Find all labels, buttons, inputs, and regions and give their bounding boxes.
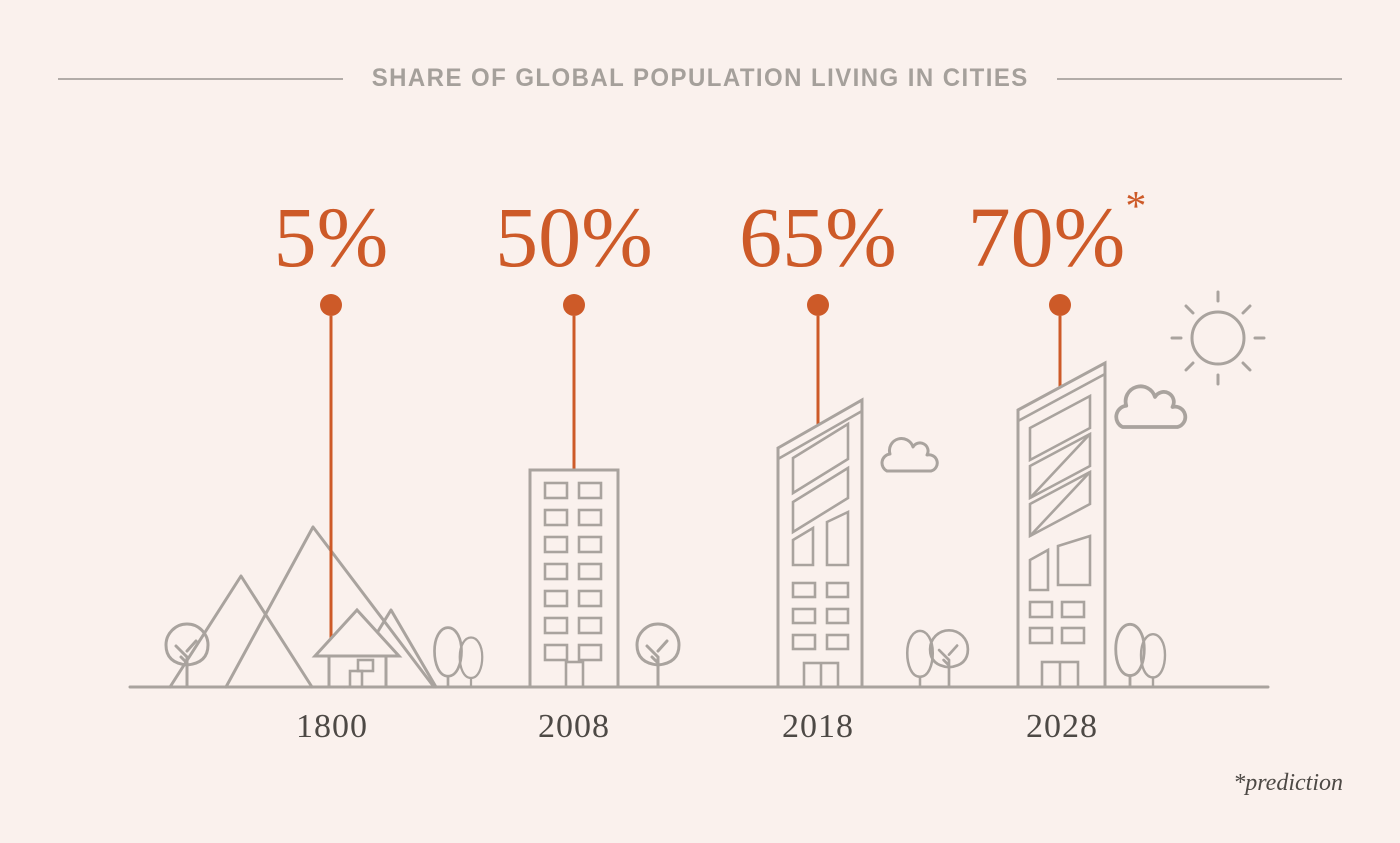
value-label-2028: 70%* <box>968 186 1147 280</box>
marker-dot-2018 <box>807 294 829 316</box>
year-label-2008: 2008 <box>538 708 610 745</box>
year-label-1800: 1800 <box>296 708 368 745</box>
tree-round-icon-2018 <box>928 628 970 689</box>
value-text-1800: 5% <box>273 189 389 285</box>
value-label-2008: 50% <box>495 194 653 280</box>
marker-dot-2028 <box>1049 294 1071 316</box>
chart-header: SHARE OF GLOBAL POPULATION LIVING IN CIT… <box>58 64 1342 93</box>
value-label-2018: 65% <box>739 194 897 280</box>
tree-round-icon-2008 <box>635 622 681 689</box>
marker-dot-1800 <box>320 294 342 316</box>
value-text-2028: 70% <box>967 189 1126 285</box>
prediction-footnote: *prediction <box>1233 770 1343 796</box>
mountains-icon <box>168 525 438 689</box>
value-text-2018: 65% <box>739 189 897 285</box>
value-markers <box>320 294 1071 650</box>
tree-poplar-icon-1800-a <box>433 626 463 689</box>
skyscraper-2028-icon <box>1016 360 1107 689</box>
value-text-2008: 50% <box>495 189 653 285</box>
cloud-icon-2028 <box>1114 384 1188 429</box>
tree-poplar-icon-1800-b <box>458 636 484 689</box>
title-rule-right <box>1057 77 1342 80</box>
sun-icon <box>1170 290 1266 386</box>
house-icon <box>311 607 403 689</box>
title-rule-left <box>58 77 343 80</box>
prediction-asterisk: * <box>1125 184 1147 230</box>
year-label-2018: 2018 <box>782 708 854 745</box>
tree-poplar-icon-2018 <box>905 629 935 689</box>
value-label-1800: 5% <box>274 194 389 280</box>
year-label-2028: 2028 <box>1026 708 1098 745</box>
skyscraper-2018-icon <box>776 397 864 689</box>
tree-poplar-icon-2028-b <box>1139 633 1167 689</box>
marker-dot-2008 <box>563 294 585 316</box>
building-2008-icon <box>528 468 620 689</box>
tree-round-icon-1800 <box>164 622 210 689</box>
chart-title: SHARE OF GLOBAL POPULATION LIVING IN CIT… <box>371 64 1029 92</box>
cloud-icon-2018 <box>880 436 939 473</box>
